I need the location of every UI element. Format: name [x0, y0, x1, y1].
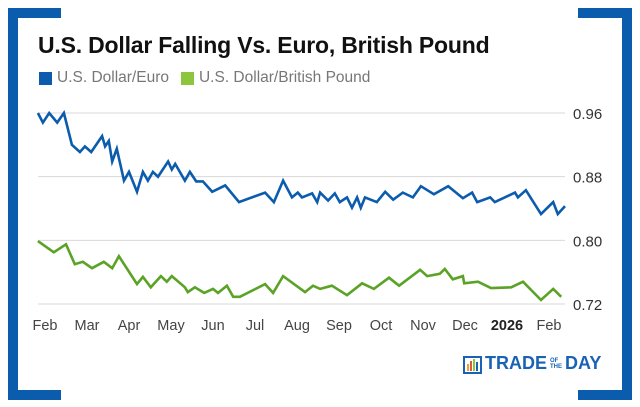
logo-text-the: THE — [550, 363, 562, 370]
frame-right-bottom — [578, 390, 632, 400]
legend: U.S. Dollar/Euro U.S. Dollar/British Pou… — [39, 69, 370, 87]
legend-swatch-euro — [39, 71, 52, 85]
x-tick-label: May — [157, 318, 185, 334]
x-tick-label: Oct — [370, 318, 393, 334]
x-tick-label: Dec — [452, 318, 478, 334]
logo-bars-icon — [463, 355, 482, 374]
series-line-euro — [36, 109, 566, 217]
x-tick-label: Mar — [75, 318, 100, 334]
frame-right-top — [578, 8, 632, 18]
logo-text-of: OF — [550, 357, 559, 364]
legend-swatch-pound — [180, 71, 194, 85]
y-tick-label: 0.72 — [573, 297, 602, 314]
x-tick-label: Aug — [284, 318, 310, 334]
logo-text-day: DAY — [565, 353, 602, 373]
x-tick-label: Feb — [33, 318, 58, 334]
legend-item-pound: U.S. Dollar/British Pound — [180, 69, 371, 87]
x-tick-label: Jul — [246, 318, 265, 334]
frame-left-top — [8, 8, 61, 18]
logo-text-trade: TRADE — [485, 353, 547, 373]
series-line-pound — [37, 240, 563, 302]
x-tick-label: Feb — [537, 318, 562, 334]
frame-right-vertical — [622, 8, 632, 400]
trade-of-the-day-logo: TRADE OF THE DAY — [463, 353, 601, 374]
frame-left-bottom — [8, 390, 61, 400]
y-tick-label: 0.80 — [573, 233, 602, 250]
x-tick-label: Nov — [410, 318, 437, 334]
y-tick-label: 0.88 — [573, 170, 602, 187]
x-tick-label: Sep — [326, 318, 352, 334]
legend-label-pound: U.S. Dollar/British Pound — [198, 69, 371, 86]
x-tick-label: 2026 — [491, 318, 523, 334]
y-tick-label: 0.96 — [573, 106, 602, 123]
x-tick-label: Jun — [201, 318, 224, 334]
legend-label-euro: U.S. Dollar/Euro — [57, 69, 169, 86]
legend-item-euro: U.S. Dollar/Euro — [39, 69, 169, 87]
frame-left-vertical — [8, 8, 18, 400]
chart-title: U.S. Dollar Falling Vs. Euro, British Po… — [38, 32, 490, 58]
x-tick-label: Apr — [118, 318, 141, 334]
logo-of-the: OF THE — [550, 358, 562, 370]
